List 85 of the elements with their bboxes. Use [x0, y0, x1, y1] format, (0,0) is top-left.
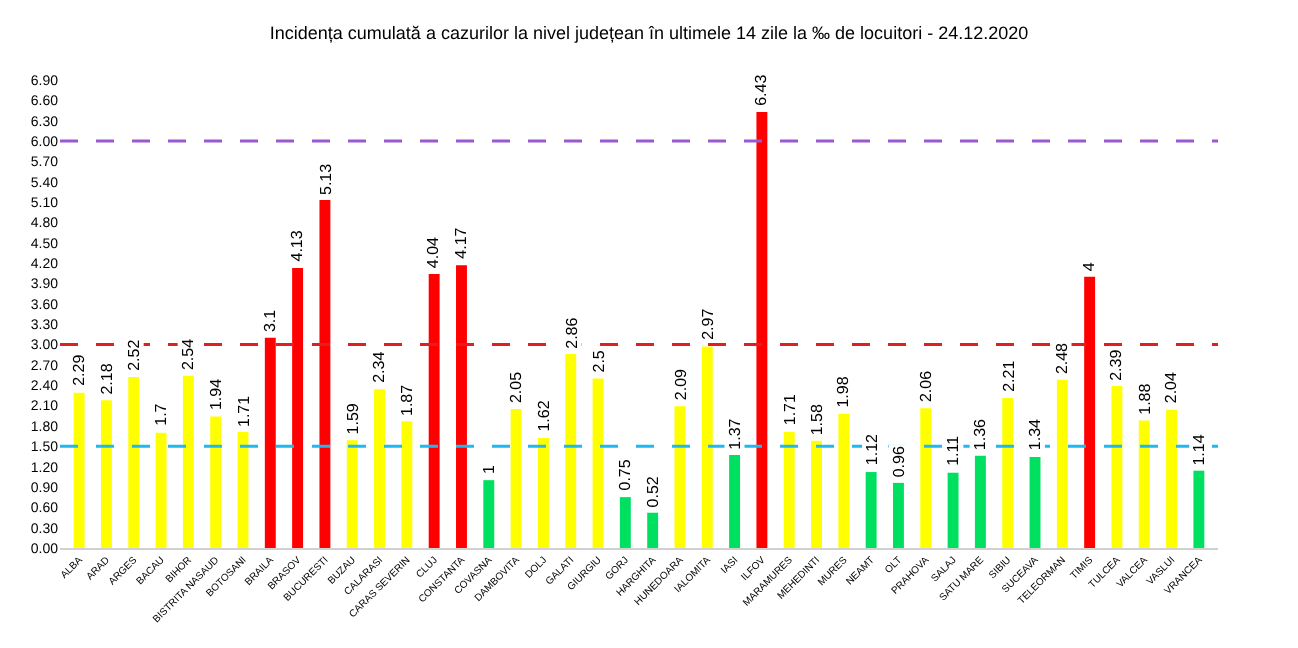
bar — [865, 472, 877, 548]
bar — [319, 200, 331, 548]
bar — [1029, 457, 1041, 548]
bar — [1166, 409, 1178, 548]
data-label: 1.12 — [863, 432, 882, 466]
data-label: 5.13 — [316, 162, 335, 195]
bar — [811, 440, 822, 548]
bar — [128, 377, 140, 548]
bar — [401, 421, 413, 548]
bar — [1193, 470, 1205, 548]
bar — [537, 438, 549, 548]
data-label: 2.86 — [562, 316, 581, 349]
bar — [155, 432, 167, 548]
data-label: 1.14 — [1190, 433, 1209, 466]
bar — [1002, 398, 1014, 548]
data-label: 2.5 — [589, 349, 608, 373]
data-label: 0.52 — [643, 475, 662, 508]
bar — [456, 265, 467, 548]
data-label: 4.17 — [452, 226, 471, 259]
data-label: 1.62 — [535, 399, 554, 432]
bar — [264, 337, 276, 548]
data-label: 2.34 — [370, 350, 389, 383]
bar — [374, 389, 385, 548]
data-label: 1.71 — [234, 394, 253, 427]
data-label: 2.29 — [70, 353, 89, 386]
data-label: 1 — [479, 463, 498, 474]
bar — [920, 408, 932, 548]
data-label: 2.97 — [698, 307, 717, 340]
bar — [974, 455, 986, 548]
bar — [756, 111, 768, 548]
bar — [100, 400, 112, 548]
data-label: 1.88 — [1135, 382, 1154, 415]
data-label: 1.7 — [152, 402, 171, 426]
bar — [292, 267, 304, 548]
data-label: 2.54 — [178, 337, 197, 371]
bar — [1084, 276, 1096, 548]
bar — [1056, 379, 1068, 548]
bar — [565, 354, 577, 548]
chart-title: Incidența cumulată a cazurilor la nivel județean în ultimele 14 zile la ‰ de locuitori - 24.12.2020 — [269, 22, 1029, 43]
data-label: 2.04 — [1161, 370, 1180, 404]
data-label: 2.05 — [507, 370, 526, 404]
bar — [73, 392, 85, 548]
data-label: 1.34 — [1025, 417, 1044, 451]
data-label: 2.39 — [1107, 348, 1126, 381]
bar — [237, 432, 249, 548]
data-label: 4.04 — [424, 235, 443, 269]
data-label: 0.96 — [889, 445, 908, 478]
bar — [619, 497, 631, 548]
bar — [647, 512, 659, 548]
bar — [947, 472, 959, 548]
data-label: 1.11 — [944, 434, 963, 466]
data-label: 1.59 — [344, 402, 363, 435]
data-label: 1.98 — [834, 375, 853, 408]
data-label: 0.75 — [616, 458, 635, 491]
bar — [701, 346, 713, 548]
data-label: 4.13 — [287, 229, 306, 262]
bar — [483, 480, 495, 548]
data-label: 2.18 — [98, 362, 117, 395]
bar — [783, 432, 795, 548]
bar — [893, 482, 904, 548]
bar — [1111, 385, 1123, 548]
data-label: 2.06 — [917, 369, 936, 403]
bar — [428, 273, 440, 548]
data-label: 2.48 — [1052, 341, 1071, 375]
data-label: 3.1 — [260, 308, 279, 333]
bar — [210, 416, 222, 548]
data-label: 2.52 — [124, 338, 143, 371]
data-label: 1.36 — [970, 417, 989, 451]
bar — [346, 440, 358, 548]
bar — [838, 413, 850, 548]
data-label: 1.58 — [807, 403, 826, 436]
data-label: 1.94 — [207, 377, 226, 411]
bar — [674, 406, 686, 548]
data-label: 6.43 — [752, 73, 771, 106]
data-label: 1.87 — [397, 383, 416, 417]
bar — [592, 378, 604, 548]
bar — [510, 408, 522, 548]
data-label: 1.71 — [781, 393, 800, 426]
data-label: 2.21 — [999, 359, 1018, 392]
data-label: 4 — [1079, 261, 1098, 272]
data-label: 1.37 — [725, 417, 744, 450]
bar — [1138, 420, 1150, 548]
bar — [729, 455, 741, 548]
data-label: 2.09 — [671, 367, 690, 401]
bar — [182, 375, 194, 548]
